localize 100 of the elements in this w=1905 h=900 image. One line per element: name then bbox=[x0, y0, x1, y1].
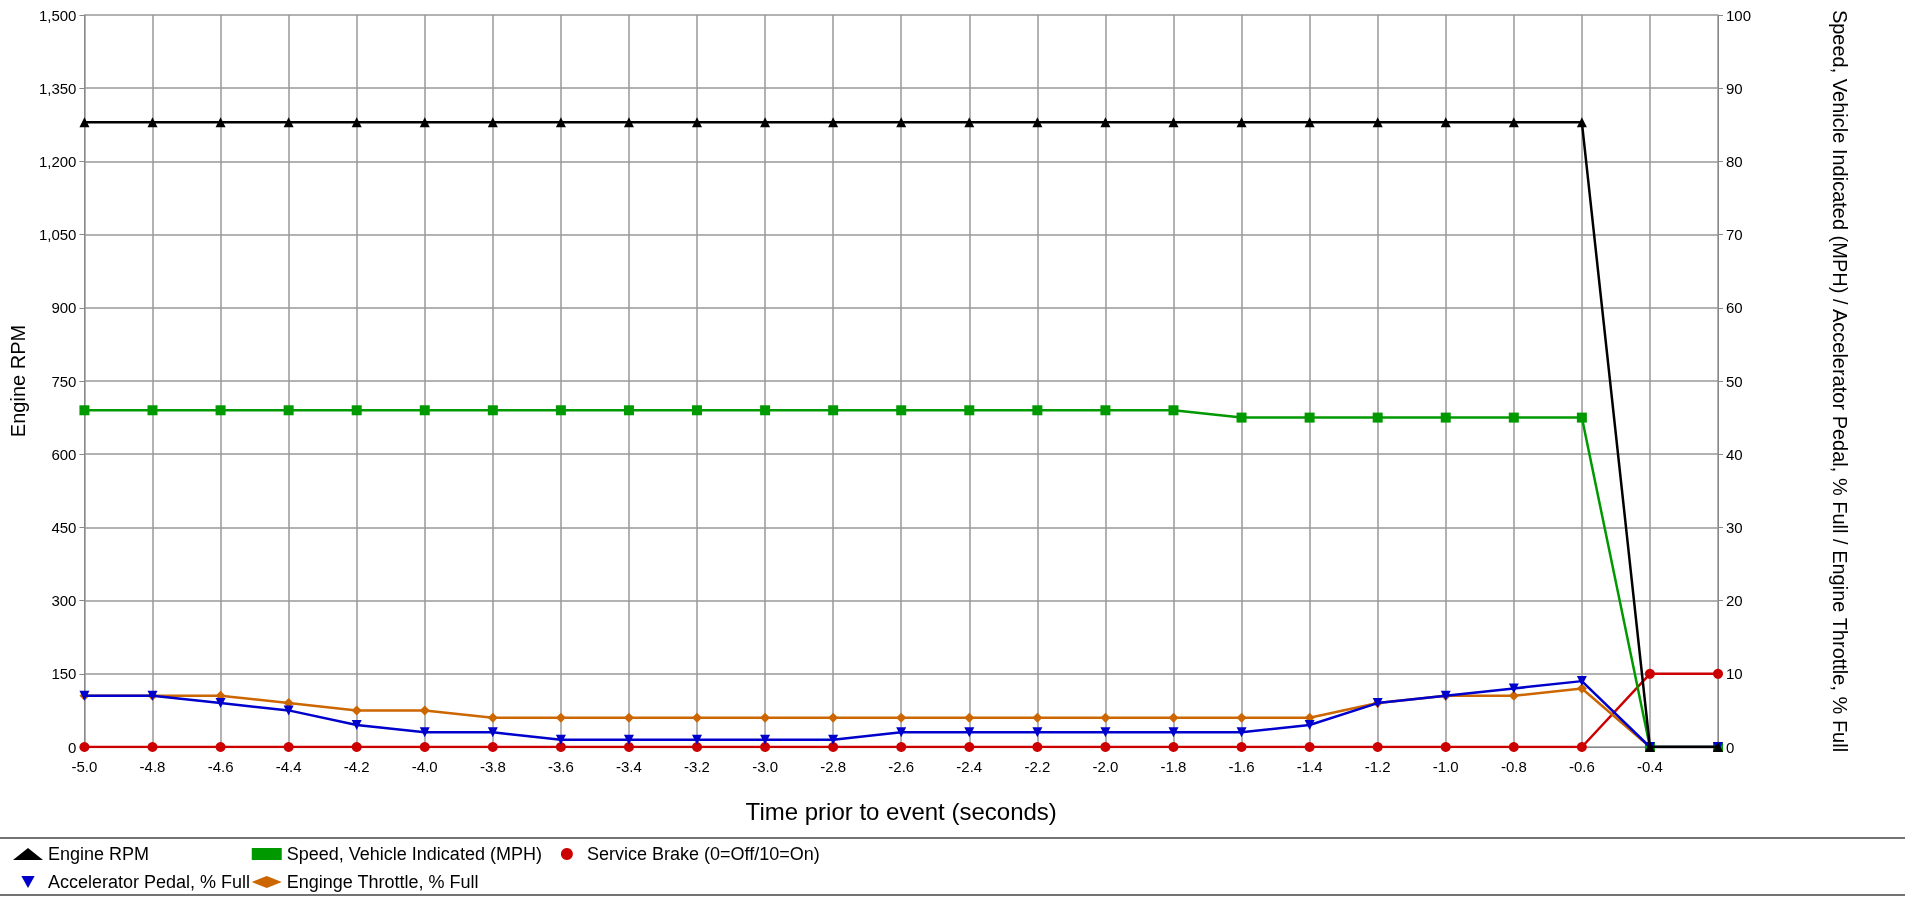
point bbox=[147, 405, 158, 416]
x-tick-label: -1.6 bbox=[1228, 758, 1255, 775]
x-tick-label: -0.8 bbox=[1500, 758, 1527, 775]
y2-tick-label: 90 bbox=[1726, 79, 1743, 97]
point bbox=[896, 405, 907, 416]
point bbox=[828, 405, 839, 416]
x-tick-label: -1.2 bbox=[1364, 758, 1391, 775]
point bbox=[1508, 742, 1519, 752]
y2-tick-label: 0 bbox=[1726, 738, 1735, 756]
point bbox=[1440, 412, 1451, 423]
y-tick-label: 450 bbox=[51, 518, 77, 536]
x-tick-label: -0.4 bbox=[1637, 758, 1663, 775]
x-tick-label: -4.2 bbox=[343, 758, 370, 775]
x-tick-label: -0.6 bbox=[1568, 758, 1595, 775]
point bbox=[419, 742, 430, 752]
point bbox=[487, 742, 498, 752]
y-tick-label: 1,500 bbox=[38, 6, 77, 24]
legend-label: Enginge Throttle, % Full bbox=[286, 872, 479, 892]
point bbox=[623, 742, 634, 752]
legend-label: Engine RPM bbox=[48, 844, 150, 864]
y2-tick-label: 20 bbox=[1726, 592, 1743, 610]
point bbox=[896, 742, 907, 752]
point bbox=[419, 705, 430, 716]
point bbox=[760, 405, 771, 416]
x-tick-label: -2.4 bbox=[956, 758, 983, 775]
point bbox=[964, 727, 975, 738]
point bbox=[487, 405, 498, 416]
point bbox=[419, 405, 430, 416]
point bbox=[760, 734, 771, 745]
point bbox=[1713, 668, 1723, 679]
point bbox=[555, 734, 566, 745]
y2-tick-label: 100 bbox=[1726, 6, 1752, 24]
point bbox=[1440, 742, 1451, 752]
point bbox=[1100, 712, 1111, 723]
point bbox=[1100, 727, 1111, 738]
point bbox=[351, 405, 362, 416]
point bbox=[215, 405, 226, 416]
point bbox=[828, 712, 839, 723]
point bbox=[283, 705, 294, 716]
point bbox=[1576, 683, 1587, 694]
point bbox=[760, 742, 771, 752]
point bbox=[1236, 412, 1247, 423]
point bbox=[896, 727, 907, 738]
point bbox=[692, 734, 703, 745]
point bbox=[555, 712, 566, 723]
y-tick-label: 1,350 bbox=[38, 79, 77, 97]
point bbox=[79, 405, 90, 416]
x-tick-label: -3.6 bbox=[547, 758, 574, 775]
point bbox=[1100, 405, 1111, 416]
x-tick-label: -2.0 bbox=[1092, 758, 1119, 775]
point bbox=[1168, 727, 1179, 738]
y-tick-label: 1,200 bbox=[38, 152, 77, 170]
x-tick-label: -3.0 bbox=[752, 758, 779, 775]
y-tick-label: 150 bbox=[51, 665, 77, 683]
point bbox=[1032, 405, 1043, 416]
x-tick-label: -1.8 bbox=[1160, 758, 1187, 775]
y2-tick-label: 70 bbox=[1726, 226, 1743, 244]
point bbox=[351, 705, 362, 716]
point bbox=[623, 405, 634, 416]
point bbox=[487, 727, 498, 738]
point bbox=[419, 727, 430, 738]
point bbox=[351, 742, 362, 752]
point bbox=[1168, 742, 1179, 752]
point bbox=[1508, 412, 1519, 423]
point bbox=[351, 720, 362, 731]
x-tick-label: -2.6 bbox=[888, 758, 915, 775]
x-tick-label: -3.2 bbox=[684, 758, 710, 775]
point bbox=[79, 742, 90, 752]
point bbox=[1508, 683, 1519, 694]
point bbox=[1644, 668, 1655, 679]
y-tick-label: 750 bbox=[51, 372, 77, 390]
point bbox=[760, 712, 771, 723]
y2-tick-label: 40 bbox=[1726, 445, 1743, 463]
point bbox=[215, 742, 226, 752]
point bbox=[964, 742, 975, 752]
point bbox=[1304, 742, 1315, 752]
point bbox=[1576, 742, 1587, 752]
point bbox=[623, 734, 634, 745]
legend-label: Accelerator Pedal, % Full bbox=[48, 872, 251, 892]
x-tick-label: -2.2 bbox=[1024, 758, 1051, 775]
point bbox=[1304, 720, 1315, 731]
point bbox=[1372, 412, 1383, 423]
point bbox=[964, 405, 975, 416]
point bbox=[555, 742, 566, 752]
x-tick-label: -4.0 bbox=[411, 758, 438, 775]
legend-label: Service Brake (0=Off/10=On) bbox=[586, 844, 820, 864]
point bbox=[1168, 405, 1179, 416]
point bbox=[828, 742, 839, 752]
x-tick-label: -4.4 bbox=[275, 758, 302, 775]
y2-tick-label: 30 bbox=[1726, 518, 1743, 536]
y2-axis-title: Speed, Vehicle Indicated (MPH) / Accelerator Pedal, % Full / Engine Throttle, % Full bbox=[1829, 9, 1851, 753]
y-tick-label: 600 bbox=[51, 445, 77, 463]
point bbox=[623, 712, 634, 723]
x-tick-label: -3.4 bbox=[616, 758, 642, 775]
point bbox=[1508, 690, 1519, 701]
point bbox=[692, 405, 703, 416]
point bbox=[896, 712, 907, 723]
x-tick-label: -4.6 bbox=[207, 758, 234, 775]
point bbox=[555, 405, 566, 416]
x-tick-label: -5.0 bbox=[71, 758, 98, 775]
